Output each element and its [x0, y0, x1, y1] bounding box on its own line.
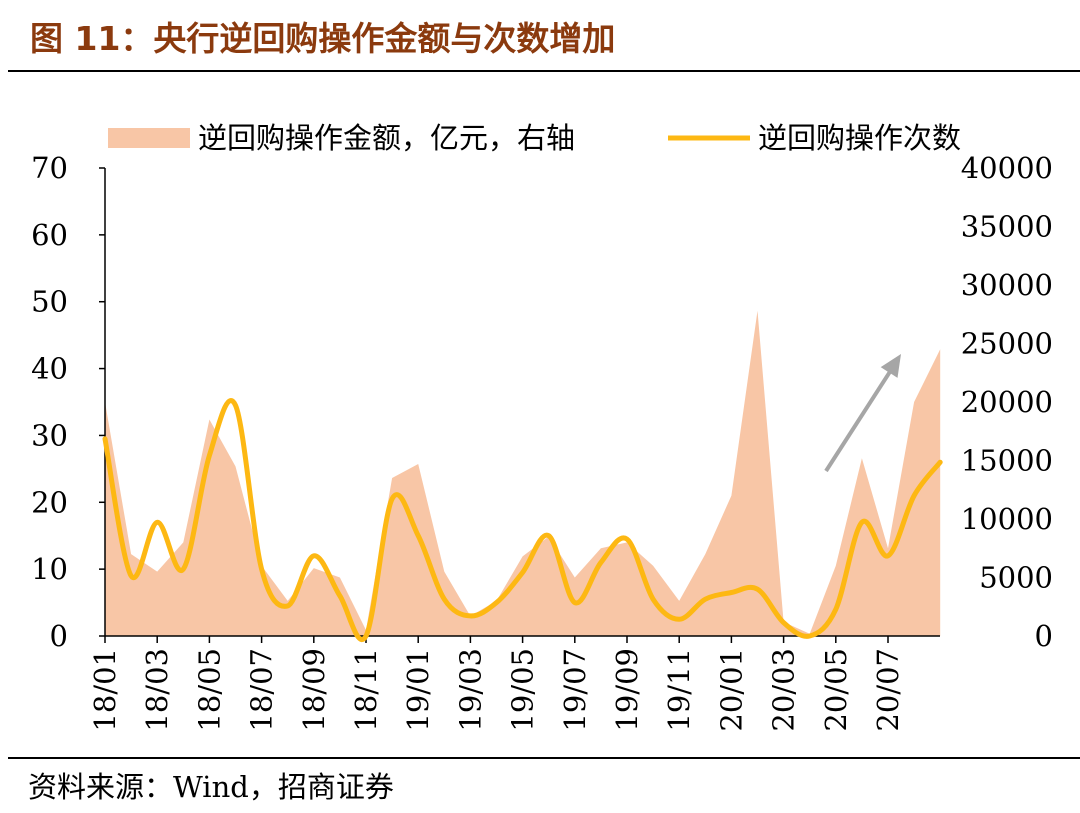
y-right-tick-label: 30000 [961, 268, 1053, 302]
x-tick-label: 18/03 [140, 648, 174, 732]
line-series-path [102, 398, 943, 642]
y-right-tick-label: 10000 [961, 502, 1053, 536]
bottom-divider [8, 757, 1080, 759]
y-right-tick-label: 40000 [961, 151, 1053, 185]
x-tick-label: 18/05 [192, 648, 226, 732]
area-series-fill [105, 310, 941, 636]
trend-arrow-shaft [824, 365, 895, 473]
legend-line-label: 逆回购操作次数 [758, 121, 961, 155]
y-left-tick-label: 50 [31, 285, 68, 319]
x-tick-label: 18/07 [245, 648, 279, 732]
y-left-tick-label: 30 [31, 418, 68, 452]
chart-svg: 逆回购操作金额，亿元，右轴 逆回购操作次数 0 10 20 30 40 50 60 70 0 50… [31, 121, 1053, 732]
x-tick-label: 20/07 [871, 648, 905, 732]
y-left-tick-label: 20 [31, 485, 68, 519]
figure-header: 图 11：央行逆回购操作金额与次数增加 [0, 0, 1080, 72]
chart-axes: 0 10 20 30 40 50 60 70 0 5000 10000 15000 20000 25000… [31, 151, 1053, 732]
y-right-tick-label: 20000 [961, 385, 1053, 419]
y-right-tick-label: 0 [1035, 619, 1053, 653]
y-right-tick-label: 5000 [979, 561, 1053, 595]
figure-title: 图 11：央行逆回购操作金额与次数增加 [30, 19, 616, 58]
line-series [102, 398, 943, 642]
x-tick-label: 18/09 [297, 648, 331, 732]
y-left-tick-label: 40 [31, 352, 68, 386]
y-left-tick-label: 70 [31, 151, 68, 185]
y-left-tick-label: 10 [31, 552, 68, 586]
legend-area-swatch [108, 128, 190, 148]
trend-arrow-head [880, 354, 901, 378]
x-tick-label: 18/11 [349, 648, 383, 732]
x-tick-label: 20/03 [767, 648, 801, 732]
x-tick-label: 19/01 [401, 648, 435, 732]
x-tick-label: 19/09 [610, 648, 644, 732]
y-right-tick-label: 25000 [961, 327, 1053, 361]
legend-area-label: 逆回购操作金额，亿元，右轴 [198, 121, 575, 155]
source-note: 资料来源：Wind，招商证券 [28, 770, 394, 804]
x-tick-label: 20/05 [819, 648, 853, 732]
x-tick-label: 19/05 [506, 648, 540, 732]
x-tick-label: 19/03 [453, 648, 487, 732]
x-tick-label: 19/11 [662, 648, 696, 732]
y-left-tick-label: 60 [31, 218, 68, 252]
y-right-tick-label: 35000 [961, 210, 1053, 244]
y-right-tick-label: 15000 [961, 444, 1053, 478]
trend-arrow [824, 354, 901, 473]
x-tick-label: 18/01 [88, 648, 122, 732]
chart-legend: 逆回购操作金额，亿元，右轴 逆回购操作次数 [108, 121, 961, 155]
y-left-tick-label: 0 [50, 619, 68, 653]
top-divider [8, 70, 1080, 72]
x-tick-label: 20/01 [714, 648, 748, 732]
area-series [105, 310, 941, 636]
x-tick-label: 19/07 [558, 648, 592, 732]
